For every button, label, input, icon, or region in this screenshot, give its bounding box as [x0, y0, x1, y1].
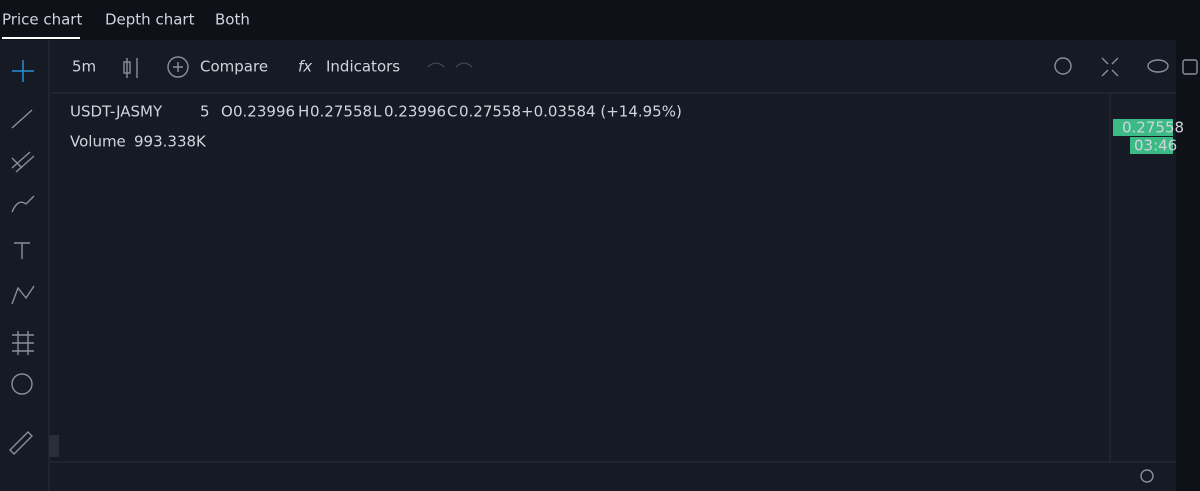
eye-icon[interactable] [1147, 59, 1169, 73]
interval[interactable]: 5m [72, 58, 96, 76]
brush-tool[interactable] [11, 195, 35, 213]
tab-price[interactable]: Price chart [2, 11, 82, 29]
fullscreen-icon[interactable] [1101, 57, 1119, 77]
price-tag: 0.27558 [1122, 119, 1184, 137]
h-label: H [298, 103, 309, 121]
tab-underline [2, 37, 80, 39]
symbol: USDT-JASMY [70, 103, 163, 121]
o-label: O [221, 103, 233, 121]
price-tag-box [1113, 119, 1173, 136]
countdown-box [1130, 137, 1173, 154]
open: 0.23996 [233, 103, 295, 121]
low: 0.23996 [384, 103, 446, 121]
close: 0.27558 [459, 103, 521, 121]
fib-tool[interactable] [11, 151, 35, 173]
countdown: 03:46 [1134, 137, 1177, 155]
pattern-tool[interactable] [11, 285, 35, 305]
candle-body-icon [123, 61, 131, 74]
compare-icon[interactable] [167, 56, 189, 78]
line-tool[interactable] [11, 109, 33, 129]
measure-tool[interactable] [12, 331, 34, 355]
emoji-tool[interactable] [11, 373, 33, 395]
text-tool[interactable] [14, 242, 30, 259]
tab-depth[interactable]: Depth chart [105, 11, 195, 29]
high: 0.27558 [310, 103, 372, 121]
crosshair-tool[interactable] [12, 60, 34, 82]
volume-value: 993.338K [134, 133, 207, 151]
tab-bar [0, 0, 1200, 40]
indicators[interactable]: Indicators [326, 58, 400, 76]
theme-icon[interactable] [1140, 469, 1154, 483]
fx-icon[interactable]: fx [298, 58, 312, 76]
settings-icon[interactable] [1054, 57, 1072, 75]
panel-icon[interactable] [1182, 59, 1198, 75]
tab-both[interactable]: Both [215, 11, 250, 29]
collapse-button[interactable] [49, 435, 59, 457]
change: +0.03584 (+14.95%) [521, 103, 682, 121]
side-panel [1176, 40, 1200, 491]
legend-interval: 5 [200, 103, 210, 121]
undo-redo[interactable] [427, 62, 473, 68]
plus [173, 62, 183, 72]
ruler-tool[interactable] [9, 431, 33, 455]
c-label: C [447, 103, 457, 121]
drawing-tools [9, 60, 59, 457]
l-label: L [373, 103, 382, 121]
volume-label: Volume [70, 133, 126, 151]
compare[interactable]: Compare [200, 58, 268, 76]
candle-icon[interactable] [126, 58, 138, 78]
